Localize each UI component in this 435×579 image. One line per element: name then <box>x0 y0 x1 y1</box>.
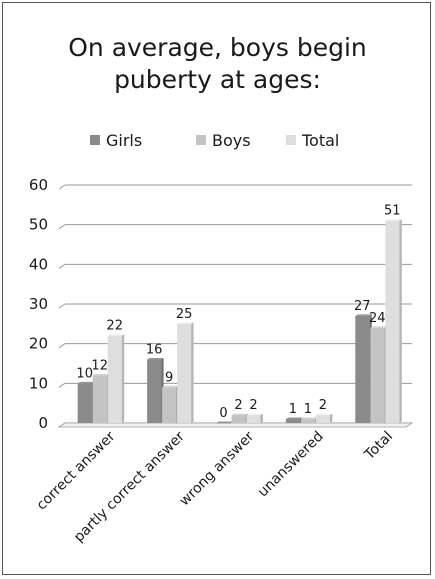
legend-swatch-girls <box>90 135 100 145</box>
bar-boys-3 <box>300 419 315 423</box>
bar-top-boys-3 <box>300 417 318 420</box>
data-label-girls-2: 0 <box>219 406 227 421</box>
legend-label-girls: Girls <box>106 130 143 150</box>
y-tick-label-50: 50 <box>29 216 48 234</box>
data-label-boys-0: 12 <box>91 358 108 373</box>
chart-floor <box>57 422 414 428</box>
bar-boys-0 <box>92 375 107 423</box>
data-label-girls-4: 27 <box>354 299 371 314</box>
bar-girls-4 <box>355 315 370 423</box>
bar-boys-1 <box>162 387 177 423</box>
bar-girls-2 <box>216 423 231 424</box>
category-label-3: unanswered <box>255 429 327 501</box>
legend-label-total: Total <box>302 130 340 150</box>
bar-boys-2 <box>231 415 246 423</box>
data-label-total-4: 51 <box>384 204 401 219</box>
data-label-girls-3: 1 <box>289 402 297 417</box>
bar-side-total-3 <box>329 413 333 423</box>
data-label-boys-4: 24 <box>369 311 386 326</box>
y-tick-label-60: 60 <box>29 176 48 194</box>
data-label-total-0: 22 <box>106 319 123 334</box>
bar-side-total-1 <box>191 322 194 423</box>
y-tick-label-20: 20 <box>29 335 48 353</box>
gridline-edge-10 <box>58 382 66 388</box>
category-label-2: wrong answer <box>177 428 258 509</box>
bar-top-boys-2 <box>231 413 248 416</box>
legend-label-boys: Boys <box>212 130 251 150</box>
bar-side-total-0 <box>121 334 125 423</box>
data-label-girls-0: 10 <box>76 366 93 381</box>
bar-top-boys-1 <box>162 385 179 388</box>
bar-top-total-2 <box>246 413 263 416</box>
bar-total-3 <box>315 415 330 423</box>
bar-side-total-2 <box>260 413 263 423</box>
bar-top-total-0 <box>107 334 125 336</box>
category-label-4: Total <box>361 429 396 464</box>
gridline-edge-50 <box>58 224 66 230</box>
bar-top-boys-4 <box>370 326 387 328</box>
data-label-boys-1: 9 <box>165 370 173 385</box>
bar-top-total-1 <box>177 322 194 324</box>
bar-total-2 <box>246 415 261 423</box>
bar-top-girls-1 <box>147 358 164 360</box>
bar-top-total-3 <box>315 413 333 416</box>
bar-total-4 <box>385 220 400 423</box>
data-label-girls-1: 16 <box>146 343 163 358</box>
data-label-total-3: 2 <box>319 398 327 413</box>
y-tick-label-10: 10 <box>29 374 48 392</box>
legend-item-boys: Boys <box>196 130 251 150</box>
bar-top-boys-0 <box>92 373 110 376</box>
bar-girls-0 <box>77 383 92 423</box>
chart-frame <box>2 2 431 575</box>
data-label-total-2: 2 <box>249 398 257 413</box>
legend-item-total: Total <box>286 130 339 150</box>
bar-total-0 <box>107 335 122 423</box>
legend-swatch-total <box>286 135 296 145</box>
bar-girls-1 <box>147 359 162 423</box>
bar-top-total-4 <box>385 219 402 221</box>
bar-top-girls-4 <box>355 314 372 316</box>
legend-item-girls: Girls <box>90 130 142 150</box>
data-label-boys-2: 2 <box>234 398 242 413</box>
bar-side-total-4 <box>399 219 402 423</box>
gridline-edge-60 <box>58 184 66 190</box>
gridline-edge-30 <box>58 303 66 309</box>
bar-top-girls-3 <box>285 417 303 420</box>
y-tick-label-0: 0 <box>38 414 48 432</box>
bar-top-girls-0 <box>77 381 95 384</box>
legend-swatch-boys <box>196 135 206 145</box>
gridline-edge-40 <box>58 263 66 269</box>
bar-top-girls-2 <box>216 421 233 423</box>
data-label-total-1: 25 <box>176 307 193 322</box>
chart-title-line-2: puberty at ages: <box>114 65 321 94</box>
data-label-boys-3: 1 <box>304 402 312 417</box>
legend: Girls Boys Total <box>0 130 435 152</box>
y-tick-label-40: 40 <box>29 255 48 273</box>
y-tick-label-30: 30 <box>29 295 48 313</box>
bar-total-1 <box>177 323 192 423</box>
bar-girls-3 <box>285 419 300 423</box>
gridline-edge-20 <box>58 343 66 349</box>
bar-boys-4 <box>370 327 385 423</box>
chart-title-line-1: On average, boys begin <box>68 33 367 62</box>
